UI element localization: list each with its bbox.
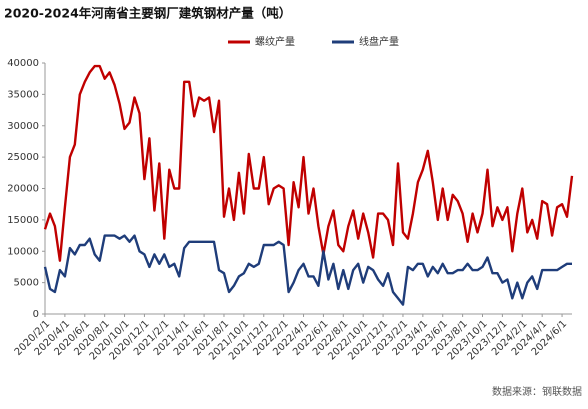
legend-label: 螺纹产量 bbox=[255, 35, 295, 48]
legend-label: 线盘产量 bbox=[359, 35, 399, 48]
chart-title: 2020-2024年河南省主要钢厂建筑钢材产量（吨） bbox=[4, 6, 291, 21]
y-tick-label: 10000 bbox=[7, 246, 39, 257]
y-tick-label: 30000 bbox=[7, 121, 39, 132]
y-tick-label: 25000 bbox=[7, 152, 39, 163]
y-tick-label: 40000 bbox=[7, 58, 39, 69]
y-tick-label: 5000 bbox=[14, 278, 39, 289]
series-line bbox=[43, 64, 574, 262]
y-tick-label: 0 bbox=[33, 309, 39, 320]
series-line bbox=[43, 234, 572, 306]
y-tick-label: 35000 bbox=[7, 89, 39, 100]
y-tick-label: 20000 bbox=[7, 184, 39, 195]
source: 数据来源：钢联数据 bbox=[492, 385, 582, 398]
y-tick-label: 15000 bbox=[7, 215, 39, 226]
